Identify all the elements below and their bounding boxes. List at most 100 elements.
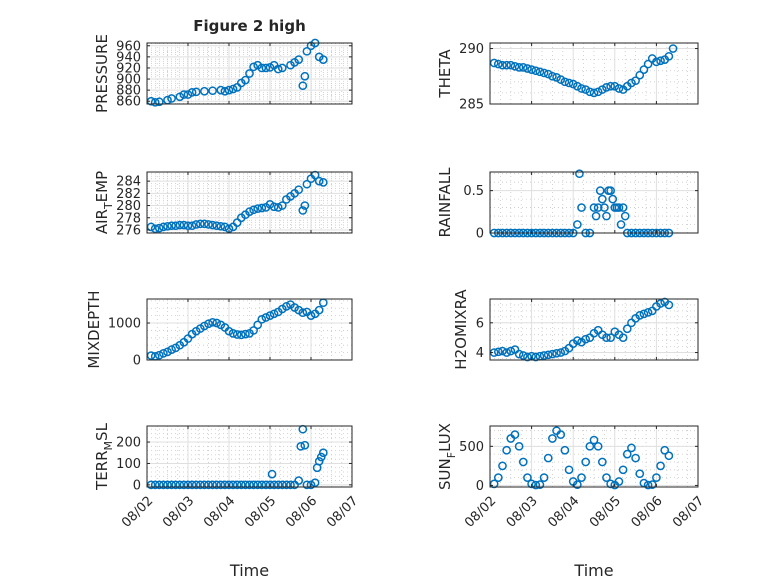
- data-point: [245, 69, 254, 78]
- xtick-label: 08/07: [324, 494, 361, 531]
- data-point: [543, 453, 553, 463]
- data-point: [664, 451, 674, 461]
- data-point: [620, 211, 630, 221]
- data-point: [660, 445, 670, 455]
- xtick-label: 08/07: [670, 494, 707, 531]
- panel-terr: 0 100 200 08/02 08/03 08/04 08/05 08/06 08/07 TER…: [93, 422, 361, 580]
- data-point: [253, 480, 263, 490]
- ytick-label: 500: [459, 440, 484, 455]
- axes-box: [146, 298, 353, 361]
- data-point: [568, 79, 578, 89]
- series-points: [489, 44, 678, 98]
- panel-theta: 285 290 THETA: [436, 42, 699, 113]
- data-point: [518, 63, 528, 72]
- y-axis-label: AIRTEMP: [93, 171, 115, 234]
- data-point: [298, 81, 308, 91]
- ytick-label: 200: [116, 436, 141, 451]
- data-point: [179, 480, 189, 490]
- data-point: [150, 97, 160, 107]
- data-point: [154, 97, 164, 107]
- data-point: [150, 480, 160, 490]
- axes-box: [489, 425, 699, 488]
- xtick-label: 08/03: [504, 494, 541, 531]
- data-point: [236, 480, 246, 490]
- ytick-label: 900: [116, 73, 141, 88]
- data-point: [286, 480, 295, 490]
- data-point: [506, 60, 516, 70]
- data-point: [556, 348, 566, 357]
- data-point: [273, 480, 283, 490]
- data-point: [539, 473, 549, 482]
- data-point: [314, 176, 324, 186]
- data-point: [220, 86, 230, 96]
- data-point: [249, 205, 258, 215]
- y-axis-label: H2OMIXRA: [452, 289, 470, 370]
- data-point: [535, 67, 545, 77]
- data-point: [212, 221, 222, 231]
- data-point: [573, 81, 582, 91]
- data-point: [216, 480, 226, 490]
- axes-box: [146, 171, 353, 234]
- data-point: [548, 434, 557, 443]
- data-point: [614, 84, 624, 93]
- xtick-label: 08/04: [545, 494, 582, 531]
- data-point: [593, 441, 603, 451]
- data-point: [510, 430, 520, 439]
- data-point: [635, 469, 645, 479]
- data-point: [560, 77, 570, 87]
- data-point: [618, 203, 628, 212]
- data-point: [656, 461, 665, 471]
- data-point: [575, 169, 584, 179]
- panel-mixdepth: 0 1000 MIXDEPTH: [85, 290, 353, 369]
- series-points: [146, 38, 328, 107]
- ytick-label: 4: [476, 346, 484, 361]
- data-point: [167, 480, 176, 490]
- data-point: [535, 480, 545, 490]
- data-point: [249, 326, 258, 335]
- data-point: [539, 351, 549, 360]
- data-point: [300, 201, 310, 210]
- data-point: [228, 329, 238, 338]
- ytick-label: 0: [133, 354, 141, 369]
- data-point: [585, 441, 595, 451]
- data-point: [502, 348, 511, 357]
- data-point: [506, 346, 516, 356]
- data-point: [163, 221, 172, 231]
- data-point: [249, 62, 258, 72]
- axes-box: [146, 42, 353, 105]
- data-point: [514, 63, 524, 72]
- data-point: [245, 480, 254, 490]
- ytick-label: 960: [116, 39, 141, 54]
- data-point: [191, 480, 201, 490]
- xtick-label: 08/04: [201, 494, 238, 531]
- data-point: [498, 461, 507, 471]
- data-point: [298, 308, 308, 318]
- data-point: [622, 449, 632, 459]
- data-point: [253, 204, 263, 213]
- data-point: [652, 473, 661, 482]
- data-point: [639, 309, 649, 319]
- ytick-label: 285: [459, 98, 484, 113]
- data-point: [175, 220, 185, 230]
- data-point: [267, 469, 277, 479]
- data-point: [585, 87, 595, 97]
- data-point: [318, 55, 328, 64]
- data-point: [589, 435, 599, 445]
- ytick-label: 0.5: [463, 184, 484, 199]
- data-point: [150, 224, 160, 234]
- axes-box: [489, 298, 699, 361]
- data-point: [527, 65, 536, 74]
- ytick-label: 0: [476, 479, 484, 494]
- data-point: [167, 221, 176, 231]
- data-point: [656, 299, 665, 308]
- data-point: [241, 75, 250, 85]
- data-point: [591, 211, 601, 221]
- data-point: [200, 480, 209, 490]
- data-point: [253, 320, 263, 330]
- data-point: [602, 83, 611, 92]
- xtick-label: 08/06: [283, 494, 320, 531]
- data-point: [608, 194, 618, 204]
- data-point: [232, 330, 242, 339]
